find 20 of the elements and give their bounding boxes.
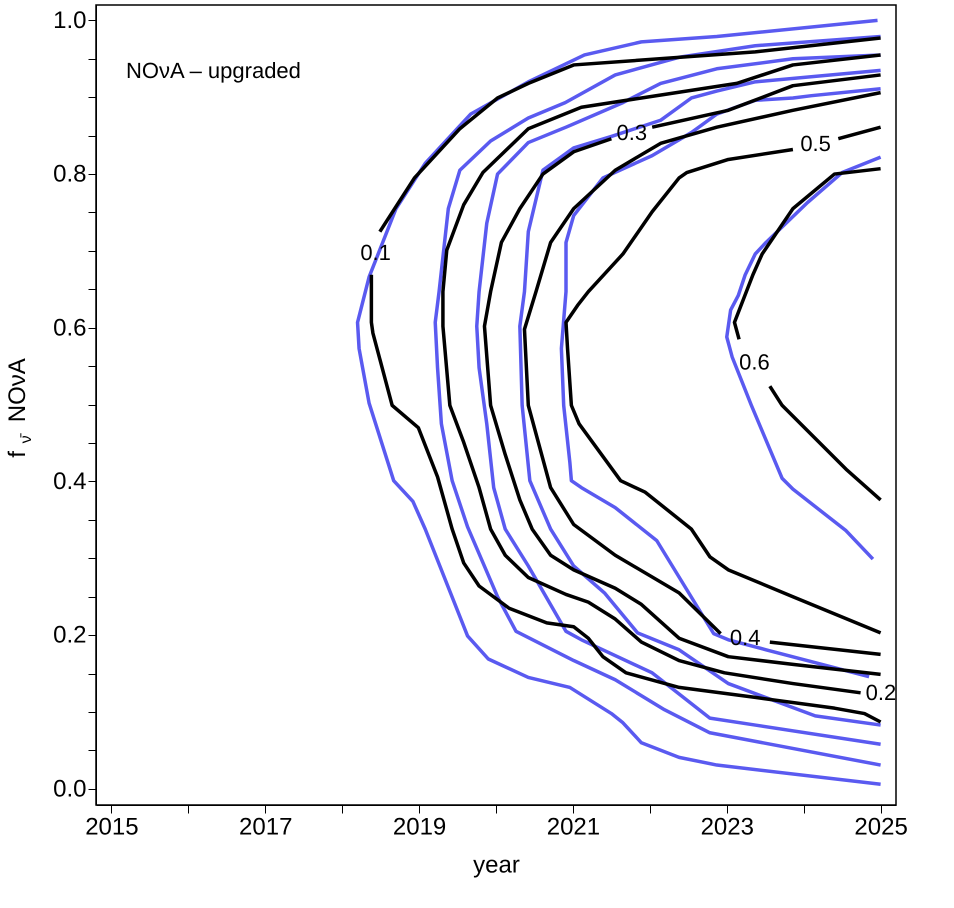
y-tick-label: 0.0 (53, 775, 86, 802)
x-axis-title: year (473, 852, 520, 878)
annotation: 0.5 (800, 131, 831, 156)
annotation: 0.4 (730, 624, 761, 650)
text: NOνA – upgraded (126, 58, 301, 83)
y-tick-label: 0.8 (53, 160, 86, 188)
y-axis-title: fν̄ NOνA (4, 358, 35, 458)
x-tick-label: 2017 (239, 814, 292, 840)
y-tick-label: 0.6 (53, 314, 86, 342)
line-series (725, 155, 882, 561)
annotation: 0.2 (866, 680, 896, 705)
y-tick-label: 0.4 (53, 468, 86, 495)
y-tick-label: 0.2 (53, 622, 86, 649)
x-tick-label: 2021 (546, 814, 600, 840)
y-tick-label: 1.0 (53, 6, 86, 34)
x-tick-label: 2023 (700, 814, 754, 840)
annotation: 0.6 (739, 350, 770, 375)
x-tick-label: 2019 (392, 814, 446, 840)
x-tick-label: 2015 (85, 814, 139, 840)
x-tick-label: 2025 (854, 814, 908, 840)
